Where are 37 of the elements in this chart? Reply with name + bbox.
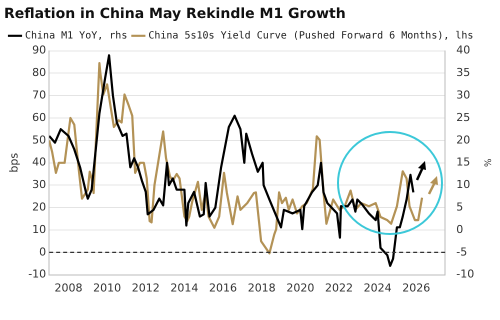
x-tick-label: 2024 (364, 281, 392, 294)
y2-tick-label: 40 (456, 44, 470, 57)
x-tick-label: 2008 (54, 281, 82, 294)
y2-tick-label: 15 (456, 156, 470, 169)
y-tick-label: 20 (32, 200, 46, 214)
y-tick-label: 10 (32, 222, 46, 236)
y-tick-label: 0 (39, 245, 46, 258)
y-tick-label: 80 (32, 66, 46, 80)
y2-tick-label: 20 (456, 133, 470, 146)
x-tick-label: 2010 (93, 281, 122, 294)
y-tick-label: 40 (32, 156, 46, 169)
y-tick-label: 30 (32, 178, 46, 192)
x-tick-label: 2020 (286, 281, 314, 294)
y2-tick-label: 25 (456, 110, 470, 124)
x-tick-label: 2026 (402, 281, 430, 294)
y2-tick-label: 30 (456, 88, 470, 102)
x-tick-label: 2022 (324, 281, 353, 294)
y2-tick-label: -10 (456, 268, 474, 281)
y2-axis-title: % (481, 158, 492, 168)
y2-tick-label: 35 (456, 66, 470, 80)
y2-tick-label: 10 (456, 178, 470, 192)
chart-title: Reflation in China May Rekindle M1 Growth (4, 6, 346, 22)
y2-tick-label: -5 (456, 245, 468, 258)
y-tick-label: 50 (32, 133, 46, 146)
y-axis-title: bps (7, 152, 20, 173)
x-tick-label: 2016 (209, 281, 238, 294)
legend-label: China M1 YoY, rhs (25, 30, 128, 42)
y-tick-label: 70 (32, 88, 46, 102)
y2-tick-label: 0 (456, 222, 464, 236)
y2-tick-label: 5 (456, 200, 464, 214)
legend-label: China 5s10s Yield Curve (Pushed Forward 6 Months), lhs (148, 30, 474, 42)
y-tick-label: -10 (28, 268, 46, 281)
x-tick-label: 2014 (170, 281, 198, 294)
y-tick-label: 60 (32, 110, 46, 124)
x-tick-label: 2012 (132, 281, 160, 294)
y-tick-label: 90 (32, 44, 46, 57)
x-tick-label: 2018 (248, 281, 276, 294)
